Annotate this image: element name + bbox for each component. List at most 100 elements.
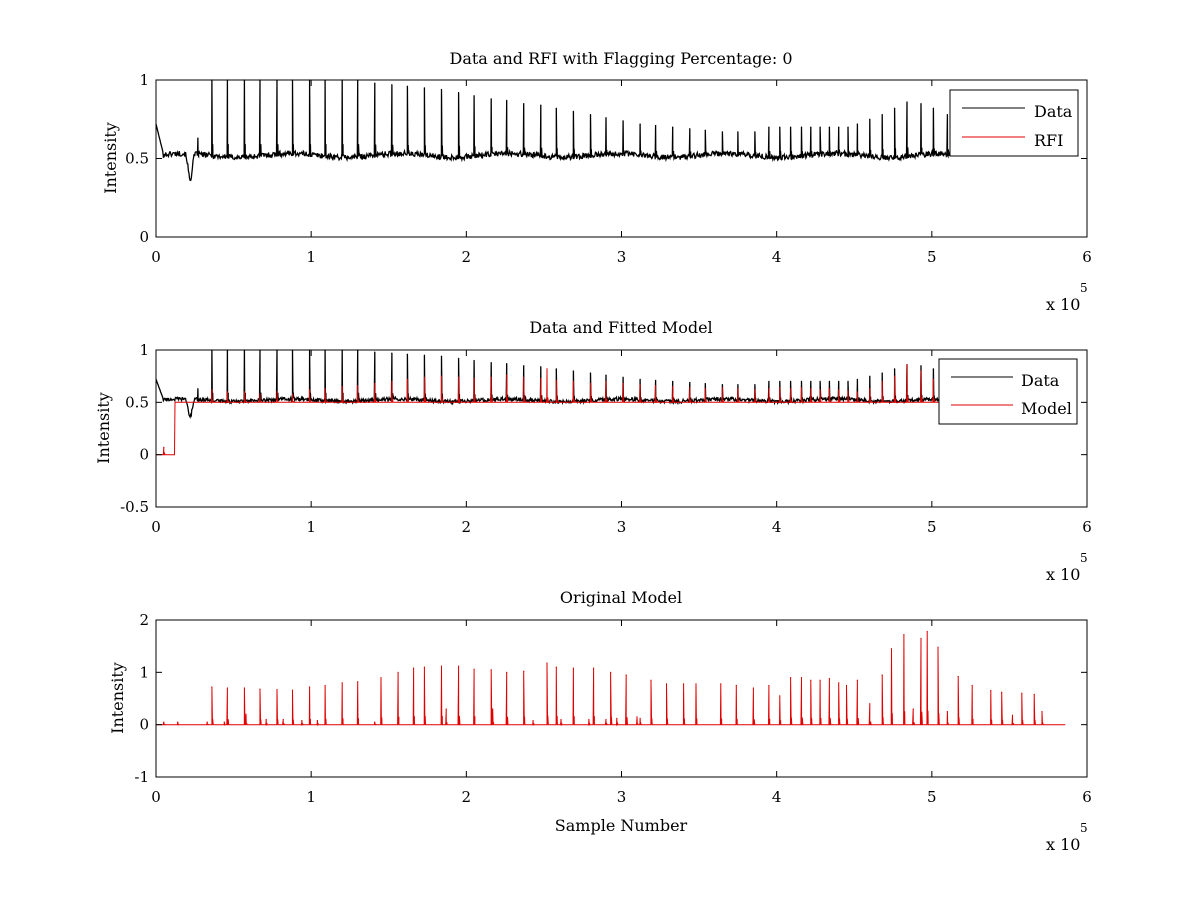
series-line-data <box>155 79 953 182</box>
data-point <box>588 718 590 721</box>
data-point <box>704 129 706 131</box>
data-point <box>440 665 443 667</box>
data-point <box>810 380 812 382</box>
data-point <box>440 88 443 91</box>
data-point <box>779 380 781 382</box>
legend-label-model: Model <box>1021 399 1072 418</box>
data-point <box>625 674 627 676</box>
data-point <box>622 376 624 378</box>
data-point <box>721 131 723 133</box>
y-tick-label: -0.5 <box>120 498 149 516</box>
data-point <box>492 708 494 710</box>
data-point <box>869 703 871 705</box>
data-point <box>540 377 542 379</box>
data-point <box>1033 693 1035 695</box>
data-point <box>357 384 359 387</box>
data-point <box>920 102 922 105</box>
data-point <box>406 353 408 355</box>
x-tick-label: 5 <box>927 518 937 536</box>
y-tick-label: 1 <box>139 71 149 89</box>
x-tick-label: 3 <box>617 518 627 536</box>
data-point <box>445 708 447 710</box>
panel-1: Data and RFI with Flagging Percentage: 0… <box>101 49 1092 314</box>
data-point <box>819 389 821 391</box>
x-tick-label: 4 <box>772 518 782 536</box>
y-tick-label: 0.5 <box>125 150 149 168</box>
data-point <box>847 126 849 128</box>
data-point <box>672 380 674 382</box>
data-point <box>639 383 641 386</box>
data-point <box>523 365 525 367</box>
data-point <box>309 686 311 688</box>
data-point <box>869 388 871 390</box>
data-point <box>639 123 641 125</box>
data-point <box>639 378 641 380</box>
x-tick-label: 0 <box>151 248 161 266</box>
data-point <box>605 374 607 376</box>
y-tick-label: 1 <box>139 663 149 681</box>
x-tick-label: 2 <box>462 248 472 266</box>
data-point <box>391 380 393 382</box>
data-point <box>869 118 871 120</box>
data-point <box>790 126 792 128</box>
panel-3-xlabel: Sample Number <box>555 816 688 835</box>
data-point <box>869 375 871 377</box>
data-point <box>265 718 267 721</box>
data-point <box>490 361 492 364</box>
data-point <box>838 380 840 382</box>
data-point <box>639 717 641 719</box>
data-point <box>704 388 706 390</box>
data-point <box>589 113 592 116</box>
data-point <box>226 687 228 689</box>
data-point <box>457 376 460 378</box>
data-point <box>423 87 426 89</box>
data-point <box>423 376 426 378</box>
data-point <box>920 637 922 639</box>
data-point <box>490 376 492 378</box>
data-point <box>847 380 849 382</box>
data-point <box>282 718 284 721</box>
data-point <box>655 384 657 387</box>
panel-2-title: Data and Fitted Model <box>529 318 712 337</box>
data-point <box>810 126 812 128</box>
y-tick-label: 0 <box>139 716 149 734</box>
data-point <box>490 98 492 100</box>
panel-2: Data and Fitted Model Intensity 0 1 2 3 4 5 6 -… <box>94 318 1092 584</box>
data-point <box>856 378 858 380</box>
data-point <box>589 372 592 374</box>
data-point <box>721 387 723 389</box>
data-point <box>800 676 803 679</box>
data-point <box>754 389 756 391</box>
data-point <box>682 683 685 685</box>
data-point <box>622 382 624 385</box>
data-point <box>737 131 739 133</box>
data-point <box>946 113 948 116</box>
x-tick-label: 3 <box>617 248 627 266</box>
data-point <box>689 381 691 384</box>
y-tick-label: 2 <box>139 611 149 629</box>
data-point <box>324 684 326 687</box>
data-point <box>197 137 199 139</box>
data-point <box>374 351 376 353</box>
panel-1-ylabel: Intensity <box>101 122 120 194</box>
data-point <box>555 107 557 109</box>
data-point <box>341 386 343 388</box>
data-point <box>324 388 326 390</box>
data-point <box>819 126 821 128</box>
data-point <box>1011 714 1014 716</box>
data-point <box>689 128 691 130</box>
data-point <box>957 675 959 678</box>
data-point <box>301 719 303 722</box>
data-point <box>380 676 382 679</box>
data-point <box>473 95 475 97</box>
data-point <box>1021 692 1023 694</box>
data-point <box>540 366 542 368</box>
data-point <box>819 679 821 681</box>
data-point <box>1001 691 1003 693</box>
data-point <box>779 387 781 389</box>
data-point <box>932 368 934 370</box>
data-point <box>881 380 883 382</box>
data-point <box>906 364 908 366</box>
